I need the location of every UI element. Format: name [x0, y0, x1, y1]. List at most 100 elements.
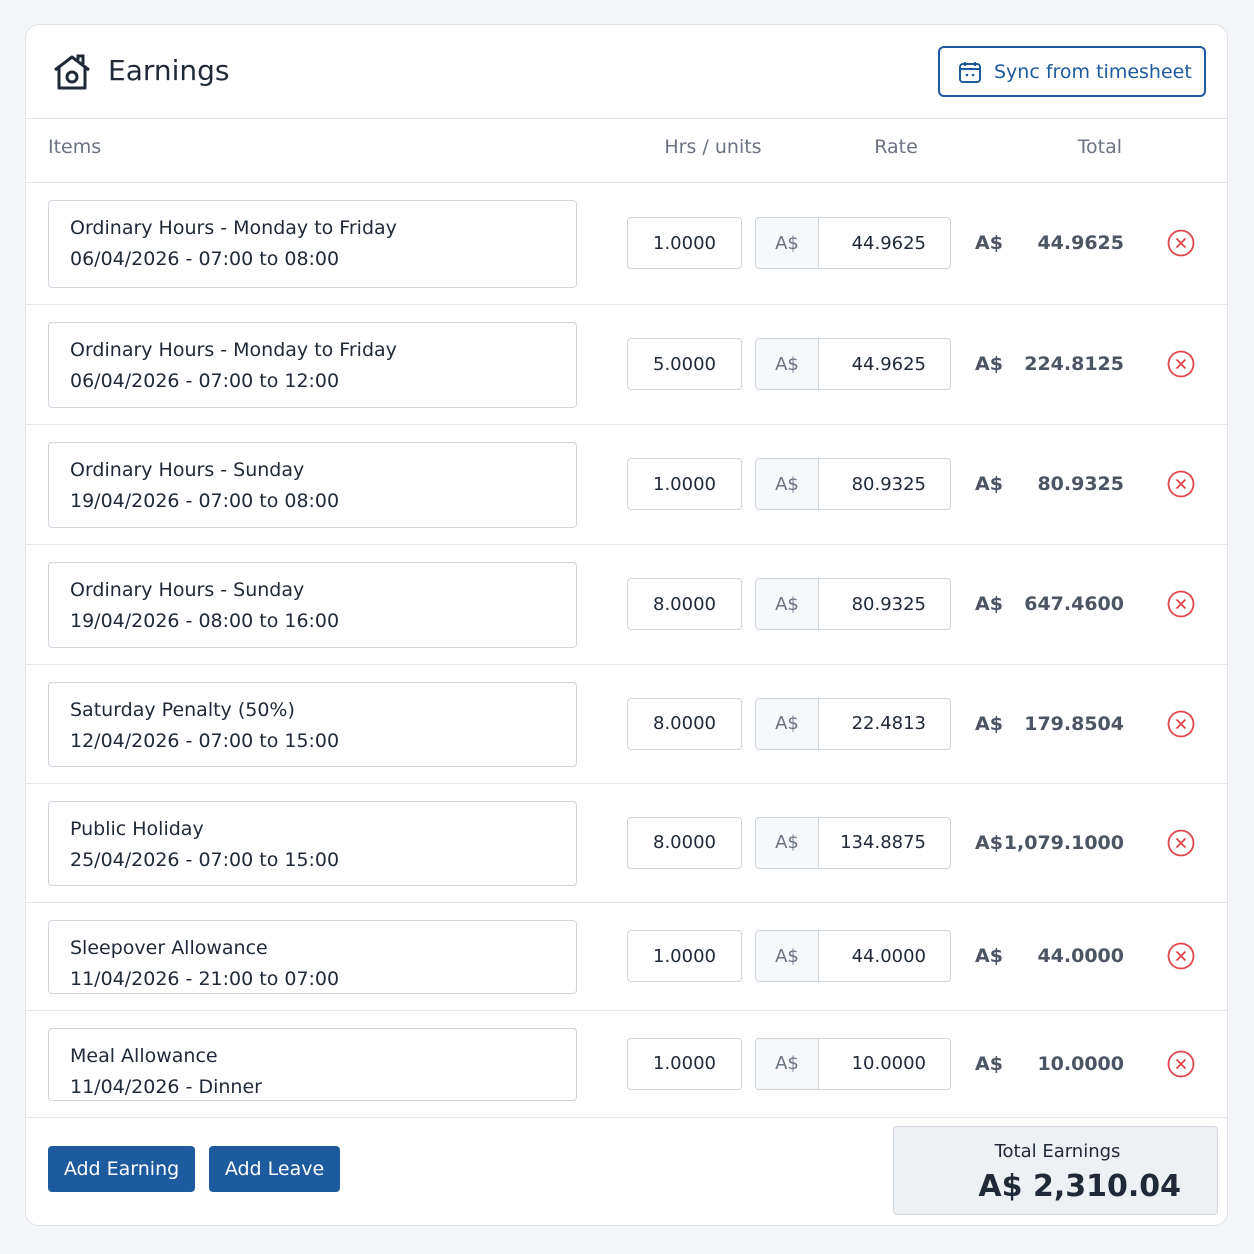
divider: [26, 304, 1227, 305]
remove-button[interactable]: [1167, 829, 1195, 857]
rate-input[interactable]: 44.9625: [818, 217, 951, 269]
item-box[interactable]: Sleepover Allowance 11/04/2026 - 21:00 to…: [48, 920, 577, 994]
units-input[interactable]: 1.0000: [627, 930, 742, 982]
units-input[interactable]: 8.0000: [627, 816, 742, 869]
sync-label: Sync from timesheet: [994, 60, 1192, 83]
remove-icon: [1167, 470, 1195, 498]
divider: [26, 424, 1227, 425]
column-header: Items: [48, 136, 102, 158]
item-box[interactable]: Ordinary Hours - Sunday 19/04/2026 - 08:0…: [48, 562, 577, 648]
row-total: 44.9625: [1037, 232, 1124, 254]
remove-icon: [1167, 229, 1195, 257]
remove-icon: [1167, 1050, 1195, 1077]
remove-icon: [1167, 942, 1195, 970]
row-total: 224.8125: [1024, 353, 1124, 375]
remove-icon: [1167, 710, 1195, 737]
rate-currency: A$: [755, 217, 819, 269]
add-leave-button[interactable]: Add Leave: [209, 1146, 340, 1192]
column-header: Hrs / units: [664, 136, 762, 158]
item-box[interactable]: Saturday Penalty (50%) 12/04/2026 - 07:00…: [48, 682, 577, 767]
row-total: 1,079.1000: [1003, 831, 1124, 854]
row-total: 647.4600: [1024, 593, 1124, 615]
house-icon: [54, 54, 90, 90]
rate-input[interactable]: 44.9625: [818, 338, 951, 390]
item-box[interactable]: Ordinary Hours - Sunday 19/04/2026 - 07:0…: [48, 442, 577, 528]
remove-icon: [1167, 590, 1195, 618]
remove-icon: [1167, 829, 1195, 856]
item-name: Public Holiday: [70, 818, 204, 840]
item-name: Ordinary Hours - Monday to Friday: [70, 339, 397, 361]
divider: [26, 902, 1227, 903]
row-total: 10.0000: [1037, 1052, 1124, 1075]
rate-currency: A$: [755, 697, 819, 750]
divider: [26, 182, 1227, 183]
column-header: Total: [1077, 136, 1122, 158]
total-currency: A$: [975, 473, 1003, 495]
row-total: 179.8504: [1024, 712, 1124, 735]
row-total: 80.9325: [1037, 473, 1124, 495]
total-currency: A$: [975, 1052, 1003, 1075]
item-box[interactable]: Ordinary Hours - Monday to Friday 06/04/2…: [48, 200, 577, 288]
item-detail: 19/04/2026 - 08:00 to 16:00: [70, 610, 340, 632]
total-currency: A$: [975, 831, 1003, 854]
total-currency: A$: [975, 232, 1003, 254]
units-input[interactable]: 1.0000: [627, 1037, 742, 1090]
column-header: Rate: [874, 136, 918, 158]
title: Earnings: [108, 54, 230, 87]
item-name: Ordinary Hours - Sunday: [70, 459, 305, 481]
calendar-icon: [959, 61, 981, 83]
rate-currency: A$: [755, 338, 819, 390]
rate-input[interactable]: 80.9325: [818, 458, 951, 510]
rate-input[interactable]: 10.0000: [818, 1037, 951, 1090]
rate-currency: A$: [755, 930, 819, 982]
item-name: Saturday Penalty (50%): [70, 699, 295, 721]
rate-input[interactable]: 134.8875: [818, 816, 951, 869]
units-input[interactable]: 5.0000: [627, 338, 742, 390]
remove-button[interactable]: [1167, 229, 1195, 257]
rate-input[interactable]: 44.0000: [818, 930, 951, 982]
item-detail: 19/04/2026 - 07:00 to 08:00: [70, 490, 340, 512]
rate-currency: A$: [755, 816, 819, 869]
item-box[interactable]: Ordinary Hours - Monday to Friday 06/04/2…: [48, 322, 577, 408]
divider: [26, 783, 1227, 784]
total-currency: A$: [975, 593, 1003, 615]
units-input[interactable]: 8.0000: [627, 697, 742, 750]
add-earning-button[interactable]: Add Earning: [48, 1146, 195, 1192]
divider: [26, 118, 1227, 119]
item-box[interactable]: Meal Allowance 11/04/2026 - Dinner: [48, 1028, 577, 1101]
total-label: Total Earnings: [994, 1141, 1121, 1162]
item-name: Ordinary Hours - Monday to Friday: [70, 217, 397, 239]
rate-input[interactable]: 80.9325: [818, 578, 951, 630]
divider: [26, 664, 1227, 665]
remove-button[interactable]: [1167, 710, 1195, 738]
remove-button[interactable]: [1167, 350, 1195, 378]
rate-currency: A$: [755, 458, 819, 510]
item-name: Meal Allowance: [70, 1045, 218, 1067]
remove-button[interactable]: [1167, 1050, 1195, 1078]
units-input[interactable]: 1.0000: [627, 458, 742, 510]
units-input[interactable]: 8.0000: [627, 578, 742, 630]
total-currency: A$: [975, 945, 1003, 967]
rate-currency: A$: [755, 1037, 819, 1090]
item-detail: 06/04/2026 - 07:00 to 08:00: [70, 248, 340, 270]
total-value: A$ 2,310.04: [978, 1169, 1181, 1204]
item-detail: 11/04/2026 - Dinner: [70, 1076, 262, 1098]
remove-icon: [1167, 350, 1195, 378]
remove-button[interactable]: [1167, 590, 1195, 618]
item-name: Sleepover Allowance: [70, 937, 268, 959]
remove-button[interactable]: [1167, 942, 1195, 970]
rate-input[interactable]: 22.4813: [818, 697, 951, 750]
rate-currency: A$: [755, 578, 819, 630]
item-detail: 12/04/2026 - 07:00 to 15:00: [70, 730, 340, 752]
item-box[interactable]: Public Holiday 25/04/2026 - 07:00 to 15:0…: [48, 801, 577, 886]
item-name: Ordinary Hours - Sunday: [70, 579, 305, 601]
item-detail: 25/04/2026 - 07:00 to 15:00: [70, 849, 340, 871]
divider: [26, 1010, 1227, 1011]
row-total: 44.0000: [1037, 945, 1124, 967]
total-currency: A$: [975, 712, 1003, 735]
sync-button[interactable]: Sync from timesheet: [938, 46, 1206, 97]
units-input[interactable]: 1.0000: [627, 217, 742, 269]
remove-button[interactable]: [1167, 470, 1195, 498]
divider: [26, 1117, 1227, 1118]
